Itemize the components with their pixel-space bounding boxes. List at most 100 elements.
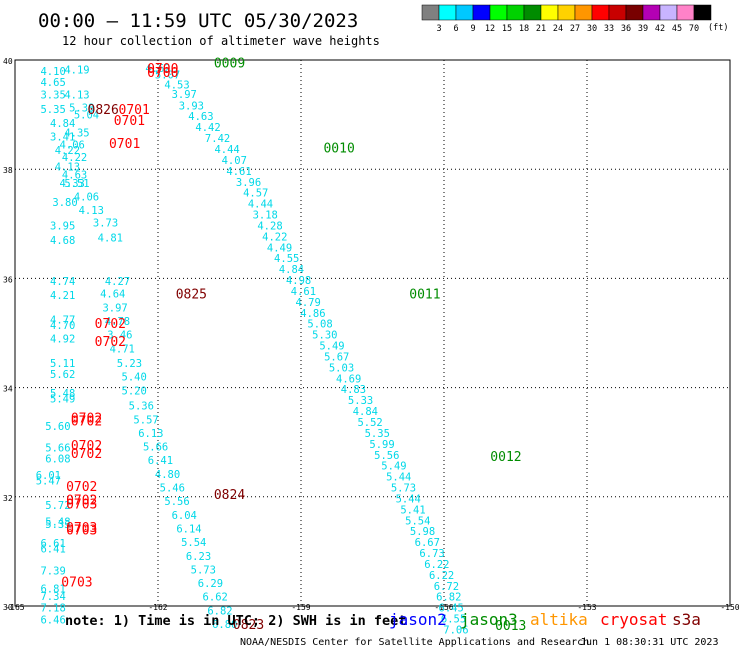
data-point: 5.48 <box>45 516 70 528</box>
time-label: 0012 <box>490 450 521 465</box>
footer-timestamp: Jun 1 08:30:31 UTC 2023 <box>580 637 718 648</box>
time-label: 0825 <box>176 288 207 303</box>
y-tick-label: 38 <box>3 166 13 175</box>
data-point: 4.07 <box>222 155 247 167</box>
data-point: 3.97 <box>102 302 127 314</box>
data-point: 5.73 <box>191 564 216 576</box>
data-point: 3.96 <box>236 177 261 189</box>
data-point: 4.62 <box>145 63 170 75</box>
data-point: 5.73 <box>391 483 416 495</box>
colorbar-tick-label: 18 <box>519 24 529 34</box>
data-point: 6.41 <box>148 455 173 467</box>
data-point: 4.84 <box>279 264 304 276</box>
data-point: 6.82 <box>436 592 461 604</box>
data-point: 4.81 <box>98 232 123 244</box>
data-point: 5.52 <box>357 417 382 429</box>
grid-lines <box>15 60 730 606</box>
data-point: 6.22 <box>429 570 454 582</box>
colorbar-tick-label: 42 <box>655 24 665 34</box>
time-label: 0700 <box>147 66 178 81</box>
data-point: 4.06 <box>60 140 85 152</box>
data-point: 6.62 <box>203 592 228 604</box>
data-point: 5.41 <box>400 504 425 516</box>
colorbar-tick-label: 9 <box>470 24 475 34</box>
data-point: 3.41 <box>50 131 75 143</box>
data-point: 6.46 <box>40 615 65 627</box>
legend-item-jason3: jason3 <box>460 610 518 629</box>
data-point: 4.42 <box>195 122 220 134</box>
x-tick-label: -162 <box>148 603 167 612</box>
y-tick-label: 36 <box>3 275 13 284</box>
data-point: 5.40 <box>122 372 147 384</box>
data-point: 6.41 <box>40 544 65 556</box>
data-point: 4.74 <box>50 276 75 288</box>
data-point: 4.06 <box>74 192 99 204</box>
data-point: 4.57 <box>243 188 268 200</box>
data-point: 4.64 <box>100 289 125 301</box>
colorbar-tick-label: 12 <box>485 24 495 34</box>
time-label: 0702 <box>71 412 102 427</box>
colorbar-swatch <box>659 4 678 21</box>
data-point: 6.45 <box>439 603 464 615</box>
data-point: 5.07 <box>155 70 180 82</box>
time-label: 0702 <box>66 480 97 495</box>
data-point: 4.65 <box>40 77 65 89</box>
data-point: 4.63 <box>62 170 87 182</box>
y-tick-label: 32 <box>3 494 13 503</box>
data-point: 4.13 <box>64 89 89 101</box>
data-point: 5.72 <box>45 500 70 512</box>
data-point: 5.03 <box>329 362 354 374</box>
time-label: 0702 <box>71 414 102 429</box>
axis-tick-labels: -165 -162 -159 -156 -153 -150 30 32 34 36 38 40 <box>3 57 740 612</box>
colorbar-swatch <box>438 4 457 21</box>
data-point: 5.08 <box>307 319 332 331</box>
data-point: 4.63 <box>188 111 213 123</box>
data-point: 6.29 <box>198 578 223 590</box>
data-point: 4.68 <box>50 235 75 247</box>
time-label: 0011 <box>409 288 440 303</box>
colorbar-swatch <box>591 4 610 21</box>
data-point: 6.55 <box>441 614 466 626</box>
data-point: 5.23 <box>117 358 142 370</box>
colorbar-swatch <box>455 4 474 21</box>
data-point: 6.14 <box>176 523 201 535</box>
colorbar-tick-label: 36 <box>621 24 631 34</box>
data-point: 5.60 <box>45 421 70 433</box>
data-point: 4.28 <box>257 220 282 232</box>
data-point: 4.61 <box>226 166 251 178</box>
data-point: 5.56 <box>374 450 399 462</box>
data-point: 5.67 <box>324 351 349 363</box>
data-point: 5.54 <box>405 515 430 527</box>
data-point: 5.47 <box>36 475 61 487</box>
x-tick-label: -165 <box>5 603 24 612</box>
colorbar-tick-label: 30 <box>587 24 597 34</box>
data-point: 4.22 <box>55 145 80 157</box>
colorbar-tick-label: 21 <box>536 24 546 34</box>
data-point: 6.73 <box>419 548 444 560</box>
data-point: 4.35 <box>64 128 89 140</box>
data-point: 5.35 <box>40 104 65 116</box>
x-tick-label: -150 <box>720 603 739 612</box>
data-point: 7.39 <box>40 566 65 578</box>
x-tick-label: -159 <box>291 603 310 612</box>
x-tick-label: -156 <box>434 603 453 612</box>
data-point: 6.01 <box>36 470 61 482</box>
data-point: 4.44 <box>214 144 239 156</box>
data-point: 4.55 <box>274 253 299 265</box>
data-point: 4.79 <box>296 297 321 309</box>
colorbar-tick-label: 70 <box>689 24 699 34</box>
data-point: 3.73 <box>93 218 118 230</box>
data-point: 3.18 <box>253 210 278 222</box>
colorbar-tick-label: 33 <box>604 24 614 34</box>
data-point: 7.18 <box>40 603 65 615</box>
time-label: 0701 <box>114 114 145 129</box>
data-point: 5.49 <box>319 341 344 353</box>
time-label: 0823 <box>233 618 264 633</box>
colorbar-swatch <box>506 4 525 21</box>
data-point: 5.35 <box>365 428 390 440</box>
data-point: 6.67 <box>415 537 440 549</box>
time-label: 0010 <box>323 141 354 156</box>
data-point: 4.27 <box>105 276 130 288</box>
data-point: 7.34 <box>40 591 65 603</box>
y-tick-label: 40 <box>3 57 13 66</box>
